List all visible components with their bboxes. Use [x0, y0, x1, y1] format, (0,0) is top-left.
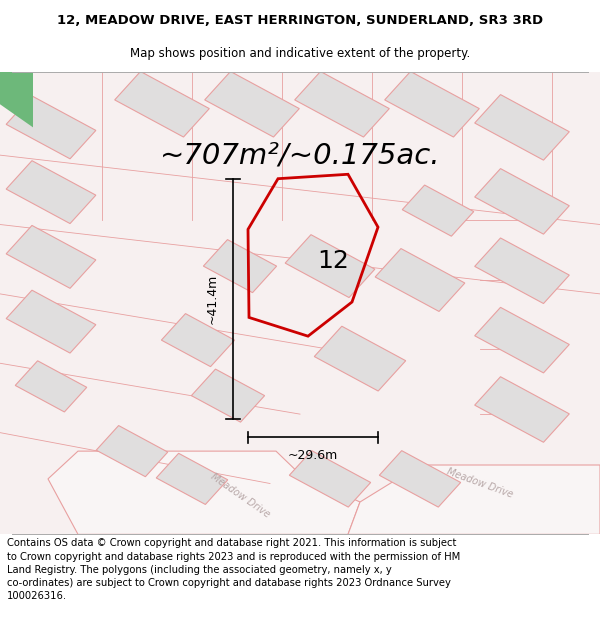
Polygon shape — [156, 453, 228, 504]
Polygon shape — [385, 71, 479, 137]
Polygon shape — [285, 234, 375, 298]
Text: Contains OS data © Crown copyright and database right 2021. This information is : Contains OS data © Crown copyright and d… — [7, 538, 460, 601]
Polygon shape — [161, 314, 235, 367]
Polygon shape — [314, 326, 406, 391]
Polygon shape — [475, 308, 569, 373]
Polygon shape — [6, 96, 96, 159]
Polygon shape — [402, 185, 474, 236]
Text: ~707m²/~0.175ac.: ~707m²/~0.175ac. — [160, 141, 440, 169]
Text: ~29.6m: ~29.6m — [288, 449, 338, 462]
Polygon shape — [191, 369, 265, 422]
Polygon shape — [475, 94, 569, 160]
Polygon shape — [475, 169, 569, 234]
Polygon shape — [375, 249, 465, 311]
Polygon shape — [205, 71, 299, 137]
Polygon shape — [0, 72, 33, 127]
Polygon shape — [348, 465, 600, 534]
Polygon shape — [6, 161, 96, 224]
Text: ~41.4m: ~41.4m — [205, 274, 218, 324]
Polygon shape — [295, 71, 389, 137]
Polygon shape — [475, 238, 569, 304]
Polygon shape — [203, 239, 277, 292]
Text: 12: 12 — [317, 249, 349, 273]
Polygon shape — [379, 451, 461, 507]
Polygon shape — [48, 451, 360, 534]
Polygon shape — [15, 361, 87, 412]
Text: Meadow Drive: Meadow Drive — [209, 471, 271, 519]
Polygon shape — [475, 377, 569, 442]
Polygon shape — [115, 71, 209, 137]
Polygon shape — [6, 290, 96, 353]
Text: Map shows position and indicative extent of the property.: Map shows position and indicative extent… — [130, 48, 470, 61]
Text: Meadow Drive: Meadow Drive — [446, 467, 514, 500]
Text: 12, MEADOW DRIVE, EAST HERRINGTON, SUNDERLAND, SR3 3RD: 12, MEADOW DRIVE, EAST HERRINGTON, SUNDE… — [57, 14, 543, 27]
Polygon shape — [6, 226, 96, 288]
Polygon shape — [96, 426, 168, 477]
Polygon shape — [289, 451, 371, 507]
